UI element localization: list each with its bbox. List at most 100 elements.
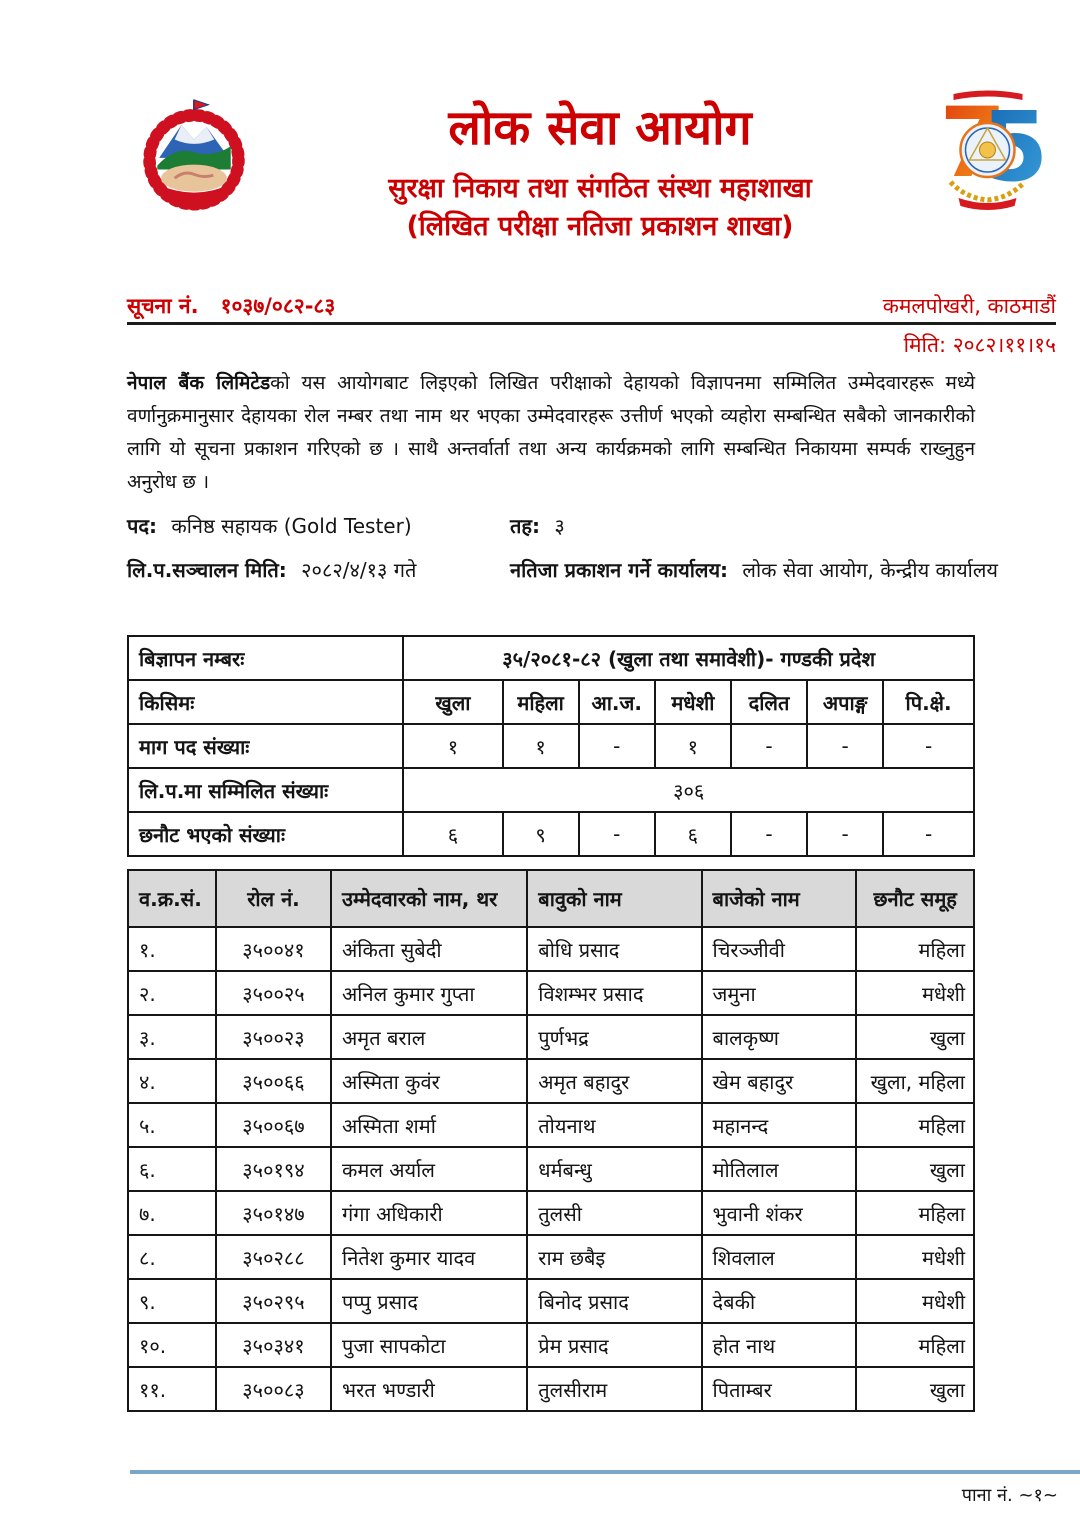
header-divider [127,322,1056,325]
candidate-name: अंकिता सुबेदी [330,926,529,972]
father-name: तोयनाथ [526,1102,703,1148]
results-body: १. ३५००४१ अंकिता सुबेदी बोधि प्रसाद चिरञ्जीव… [127,926,975,1412]
exam-date-group: लि.प.सञ्चालन मिति: २०८२/४/१३ गते [127,555,510,585]
serial-number: ३. [127,1014,217,1060]
selected-label: छनौट भएको संख्याः [126,811,405,857]
selection-group: खुला [855,1146,975,1192]
category-cell: महिला [501,679,580,725]
selected-cell: ९ [501,811,580,857]
notice-row: सूचना नं. १०३७/०८२-८३ कमलपोखरी, काठमाडौं [127,293,1056,319]
selection-group: खुला [855,1366,975,1412]
demand-cell: १ [501,723,580,769]
publishing-office-value: लोक सेवा आयोग, केन्द्रीय कार्यालय [742,558,999,582]
grandfather-name: भुवानी शंकर [700,1190,858,1236]
demand-cell: - [882,723,975,769]
document-header: लोक सेवा आयोग सुरक्षा निकाय तथा संगठित स… [155,98,1045,246]
roll-number: ३५०१४७ [214,1190,333,1236]
advert-number-row: बिज्ञापन नम्बरः ३५/२०८१-८२ (खुला तथा समा… [126,635,975,681]
father-name: विशम्भर प्रसाद [526,970,703,1016]
advert-number-label: बिज्ञापन नम्बरः [126,635,405,681]
grandfather-name: देबकी [700,1278,858,1324]
table-row: १. ३५००४१ अंकिता सुबेदी बोधि प्रसाद चिरञ्जीव… [127,926,975,972]
demand-cell: १ [402,723,504,769]
table-row: ११. ३५००८३ भरत भण्डारी तुलसीराम पिताम्बर खुला [127,1366,975,1412]
grandfather-name: चिरञ्जीवी [700,926,858,972]
org-subtitle-2: (लिखित परीक्षा नतिजा प्रकाशन शाखा) [406,210,794,242]
selected-cell: ६ [653,811,732,857]
publication-date: मिति: २०८२।११।१५ [903,333,1056,357]
selection-group: मधेशी [855,1234,975,1280]
serial-number: ७. [127,1190,217,1236]
office-location: कमलपोखरी, काठमाडौं [882,294,1056,318]
selection-group: महिला [855,926,975,972]
demand-label: माग पद संख्याः [126,723,405,769]
candidate-name: गंगा अधिकारी [330,1190,529,1236]
post-value: कनिष्ठ सहायक (Gold Tester) [171,514,412,538]
grandfather-name: शिवलाल [700,1234,858,1280]
table-row: ३. ३५००२३ अमृत बराल पुर्णभद्र बालकृष्ण खुला [127,1014,975,1060]
page-number: पाना नं. ~१~ [961,1485,1058,1506]
demand-cell: - [729,723,809,769]
selection-group: महिला [855,1322,975,1368]
grandfather-name: महानन्द [700,1102,858,1148]
post-level-row: पद: कनिष्ठ सहायक (Gold Tester) तह: ३ [127,511,1056,541]
post-label: पद: [127,514,157,538]
results-table: व.क्र.सं. रोल नं. उम्मेदवारको नाम, थर बावुक… [127,869,975,1412]
selection-group: खुला [855,1014,975,1060]
org-title: लोक सेवा आयोग [448,100,752,156]
candidate-name: भरत भण्डारी [330,1366,529,1412]
selection-group: मधेशी [855,1278,975,1324]
category-cell: आ.ज. [577,679,656,725]
serial-number: ६. [127,1146,217,1192]
organization-name: नेपाल बैंक लिमिटेड [127,372,271,394]
roll-number: ३५००२५ [214,970,333,1016]
document-body: सूचना नं. १०३७/०८२-८३ कमलपोखरी, काठमाडौं… [126,293,1056,1412]
table-row: २. ३५००२५ अनिल कुमार गुप्ता विशम्भर प्रसाद ज… [127,970,975,1016]
selection-group: महिला [855,1190,975,1236]
serial-number: ९. [127,1278,217,1324]
candidate-name: अस्मिता शर्मा [330,1102,529,1148]
candidate-name: पुजा सापकोटा [330,1322,529,1368]
father-name: पुर्णभद्र [526,1014,703,1060]
roll-number: ३५००८३ [214,1366,333,1412]
level-value: ३ [554,514,565,538]
candidate-name: अस्मिता कुवंर [330,1058,529,1104]
selected-cell: - [806,811,885,857]
nepal-government-emblem-icon [136,96,252,212]
category-cell: दलित [729,679,809,725]
selection-group: महिला [855,1102,975,1148]
demand-cell: १ [653,723,732,769]
appeared-row: लि.प.मा सम्मिलित संख्याः ३०६ [126,767,975,813]
roll-number: ३५०२८८ [214,1234,333,1280]
category-cell: मधेशी [653,679,732,725]
serial-number: ८. [127,1234,217,1280]
column-header: छनौट समूह [855,869,975,928]
notice-number-value: १०३७/०८२-८३ [220,294,336,318]
category-cell: खुला [402,679,504,725]
grandfather-name: पिताम्बर [700,1366,858,1412]
column-header: व.क्र.सं. [127,869,217,928]
post-group: पद: कनिष्ठ सहायक (Gold Tester) [127,511,510,541]
column-header: उम्मेदवारको नाम, थर [330,869,529,928]
org-subtitle-1: सुरक्षा निकाय तथा संगठित संस्था महाशाखा [388,173,812,204]
publishing-office-label: नतिजा प्रकाशन गर्ने कार्यालय: [510,558,729,582]
appeared-value: ३०६ [402,767,975,813]
candidate-name: नितेश कुमार यादव [330,1234,529,1280]
demand-cell: - [577,723,656,769]
selected-cell: - [729,811,809,857]
selection-group: मधेशी [855,970,975,1016]
roll-number: ३५००६६ [214,1058,333,1104]
serial-number: १. [127,926,217,972]
category-cell: अपाङ्ग [806,679,885,725]
advertisement-summary-table: बिज्ञापन नम्बरः ३५/२०८१-८२ (खुला तथा समा… [126,635,975,857]
appeared-label: लि.प.मा सम्मिलित संख्याः [126,767,405,813]
candidate-name: पप्पु प्रसाद [330,1278,529,1324]
category-cell: पि.क्षे. [882,679,975,725]
grandfather-name: मोतिलाल [700,1146,858,1192]
demand-cell: - [806,723,885,769]
candidate-name: अनिल कुमार गुप्ता [330,970,529,1016]
selection-group: खुला, महिला [855,1058,975,1104]
